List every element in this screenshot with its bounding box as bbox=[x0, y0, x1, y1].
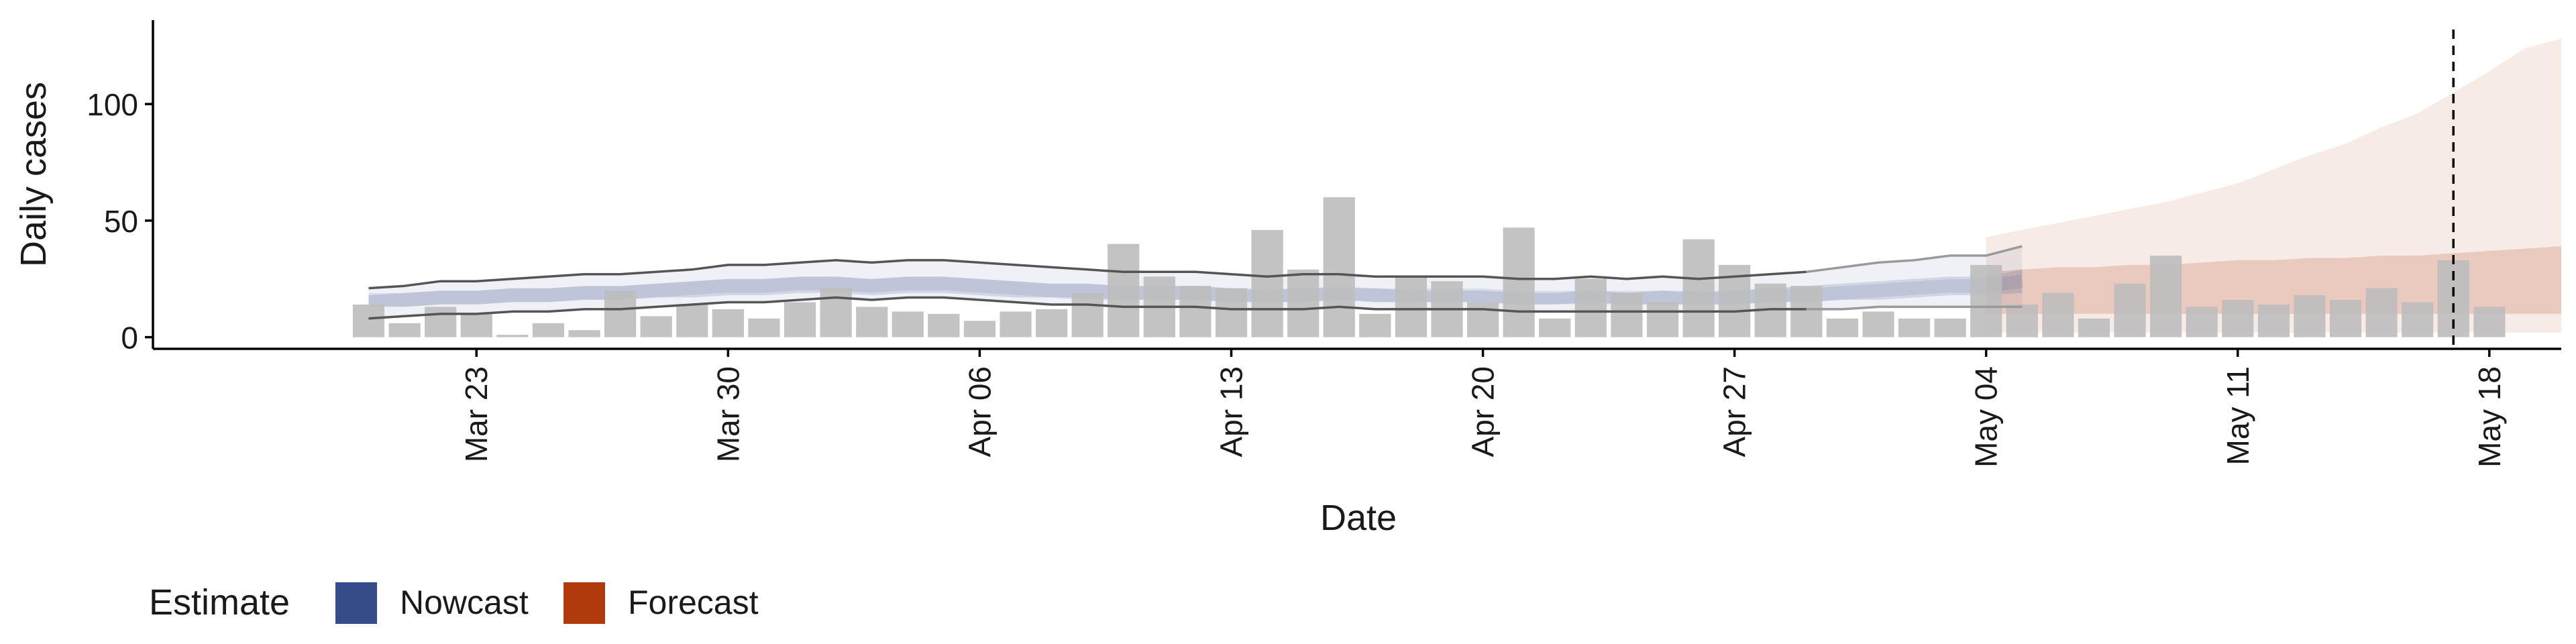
observed-cases-bar bbox=[1574, 278, 1607, 337]
observed-cases-bar bbox=[2114, 283, 2146, 337]
observed-cases-bar bbox=[1000, 311, 1032, 337]
observed-cases-bar bbox=[2186, 307, 2218, 337]
observed-cases-bar bbox=[1251, 229, 1283, 337]
x-tick-label: Apr 06 bbox=[962, 366, 997, 458]
observed-cases-bar bbox=[388, 323, 421, 337]
observed-cases-bar bbox=[1359, 313, 1391, 337]
observed-cases-bar bbox=[820, 288, 852, 337]
nowcast-upper-90-line-tail bbox=[1806, 245, 2023, 274]
forecast-band-90 bbox=[1986, 38, 2561, 333]
observed-cases-bar bbox=[532, 323, 564, 337]
legend: Estimate Nowcast Forecast bbox=[149, 582, 759, 624]
observed-cases-bar bbox=[1395, 276, 1427, 337]
observed-cases-bar bbox=[1646, 302, 1679, 337]
observed-cases-bar bbox=[2402, 302, 2434, 337]
observed-cases-bar bbox=[2150, 256, 2182, 337]
observed-cases-bar bbox=[1036, 309, 1068, 337]
observed-cases-bar bbox=[2365, 288, 2398, 337]
observed-cases-bar bbox=[1215, 288, 1248, 337]
observed-cases-bar bbox=[1790, 286, 1823, 337]
observed-cases-bar bbox=[784, 302, 816, 337]
observed-cases-bar bbox=[1503, 227, 1535, 337]
observed-cases-bar bbox=[712, 309, 744, 337]
observed-cases-bar bbox=[352, 305, 385, 337]
observed-cases-bar bbox=[460, 313, 492, 337]
legend-label-forecast: Forecast bbox=[628, 584, 759, 621]
observed-cases-bar bbox=[2473, 307, 2506, 337]
observed-cases-bar bbox=[1108, 244, 1140, 337]
observed-cases-bar bbox=[1934, 318, 1966, 337]
observed-cases-bar bbox=[496, 335, 529, 337]
observed-cases-bar bbox=[1898, 318, 1931, 337]
observed-cases-bar bbox=[1287, 269, 1320, 337]
x-tick-label: May 11 bbox=[2220, 366, 2255, 465]
observed-cases-bar bbox=[604, 290, 637, 337]
x-axis-title: Date bbox=[1320, 498, 1397, 538]
y-tick-label: 100 bbox=[87, 87, 138, 122]
observed-cases-bar bbox=[928, 313, 960, 337]
y-tick-label: 0 bbox=[121, 321, 138, 356]
legend-label-nowcast: Nowcast bbox=[400, 584, 529, 621]
nowcast-lower-90-line-tail bbox=[1806, 305, 2023, 311]
legend-title: Estimate bbox=[149, 582, 290, 623]
x-tick-label: May 04 bbox=[1969, 366, 2004, 468]
observed-cases-bar bbox=[856, 307, 888, 337]
observed-cases-bar bbox=[1179, 286, 1212, 337]
observed-cases-bar bbox=[2294, 295, 2326, 337]
x-tick-label: Mar 23 bbox=[459, 366, 494, 462]
x-tick-label: Apr 27 bbox=[1717, 366, 1752, 458]
observed-cases-bar bbox=[748, 318, 780, 337]
observed-cases-bar bbox=[1970, 264, 2002, 337]
observed-cases-bar bbox=[2222, 300, 2254, 337]
axes-layer: 0 50 100 Mar 23 Mar 30 Apr 06 Apr 13 Apr 20 Apr … bbox=[87, 20, 2561, 468]
observed-cases-bar bbox=[568, 330, 600, 337]
bars-layer bbox=[352, 197, 2506, 337]
legend-key-nowcast bbox=[335, 582, 377, 624]
legend-key-forecast bbox=[564, 582, 605, 624]
y-axis-title: Daily cases bbox=[13, 82, 54, 267]
observed-cases-bar bbox=[676, 305, 708, 337]
observed-cases-bar bbox=[1539, 318, 1571, 337]
observed-cases-bar bbox=[2042, 292, 2074, 337]
observed-cases-bar bbox=[963, 321, 996, 337]
observed-cases-bar bbox=[2078, 318, 2110, 337]
observed-cases-bar bbox=[2329, 300, 2362, 337]
x-tick-label: Apr 20 bbox=[1466, 366, 1501, 458]
observed-cases-bar bbox=[1611, 292, 1643, 337]
forecast-layer bbox=[1986, 38, 2561, 333]
observed-cases-bar bbox=[1071, 292, 1104, 337]
observed-cases-bar bbox=[425, 307, 457, 337]
nowcast-lower-90-line bbox=[368, 296, 1807, 320]
observed-cases-bar bbox=[2257, 305, 2290, 337]
x-tick-label: Apr 13 bbox=[1214, 366, 1249, 458]
x-tick-label: Mar 30 bbox=[710, 366, 745, 462]
observed-cases-bar bbox=[1467, 302, 1499, 337]
observed-cases-bar bbox=[1682, 239, 1715, 337]
x-tick-label: May 18 bbox=[2472, 366, 2507, 468]
observed-cases-bar bbox=[1862, 311, 1894, 337]
interval-lines-layer bbox=[368, 30, 2455, 349]
nowcast-upper-90-line bbox=[368, 259, 1807, 290]
y-tick-label: 50 bbox=[104, 204, 138, 239]
observed-cases-bar bbox=[2006, 305, 2038, 337]
observed-cases-bar bbox=[892, 311, 924, 337]
observed-cases-bar bbox=[1826, 318, 1858, 337]
observed-cases-bar bbox=[640, 316, 672, 337]
observed-cases-bar bbox=[1323, 197, 1355, 337]
